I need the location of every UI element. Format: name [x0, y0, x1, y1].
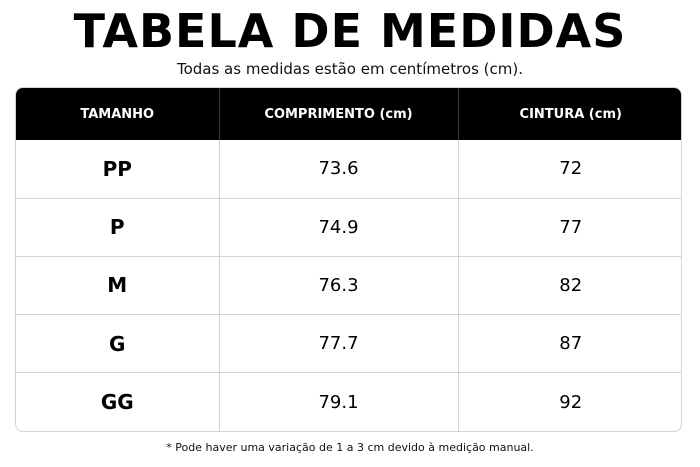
size-table: TAMANHO COMPRIMENTO (cm) CINTURA (cm) PP…	[16, 88, 681, 431]
size-cell: P	[16, 197, 219, 257]
page-title: TABELA DE MEDIDAS	[73, 4, 627, 58]
size-cell: PP	[102, 156, 132, 181]
size-cell: M	[16, 255, 219, 315]
column-header-length: COMPRIMENTO (cm)	[218, 88, 458, 140]
column-header-waist: CINTURA (cm)	[457, 88, 681, 140]
table-header-row: TAMANHO COMPRIMENTO (cm) CINTURA (cm)	[16, 88, 681, 140]
length-cell: 79.1	[218, 372, 458, 431]
length-cell: 77.7	[218, 314, 458, 373]
table-row: GG 79.1 92	[16, 372, 681, 431]
waist-cell: 82	[457, 255, 681, 315]
table-row: P 74.9 77	[16, 197, 681, 257]
table-row: M 76.3 82	[16, 255, 681, 315]
waist-cell: 87	[457, 314, 681, 373]
table-row: PP 73.6 72	[16, 140, 681, 199]
footnote: * Pode haver uma variação de 1 a 3 cm de…	[166, 441, 534, 454]
table-header: TAMANHO COMPRIMENTO (cm) CINTURA (cm)	[16, 88, 681, 140]
size-cell: GG	[16, 372, 219, 431]
table-body: PP 73.6 72 P 74.9 77 M 76.3 82 G 77.7 87…	[16, 140, 681, 431]
waist-cell: 72	[457, 140, 681, 199]
column-header-size: TAMANHO	[80, 106, 155, 122]
size-cell: G	[16, 314, 219, 373]
waist-cell: 92	[457, 372, 681, 431]
size-table-container: TAMANHO COMPRIMENTO (cm) CINTURA (cm) PP…	[15, 87, 682, 432]
length-cell: 74.9	[218, 197, 458, 257]
waist-cell: 77	[457, 197, 681, 257]
page-subtitle: Todas as medidas estão em centímetros (c…	[176, 60, 524, 78]
length-cell: 76.3	[218, 255, 458, 315]
table-row: G 77.7 87	[16, 314, 681, 373]
length-cell: 73.6	[218, 140, 458, 199]
